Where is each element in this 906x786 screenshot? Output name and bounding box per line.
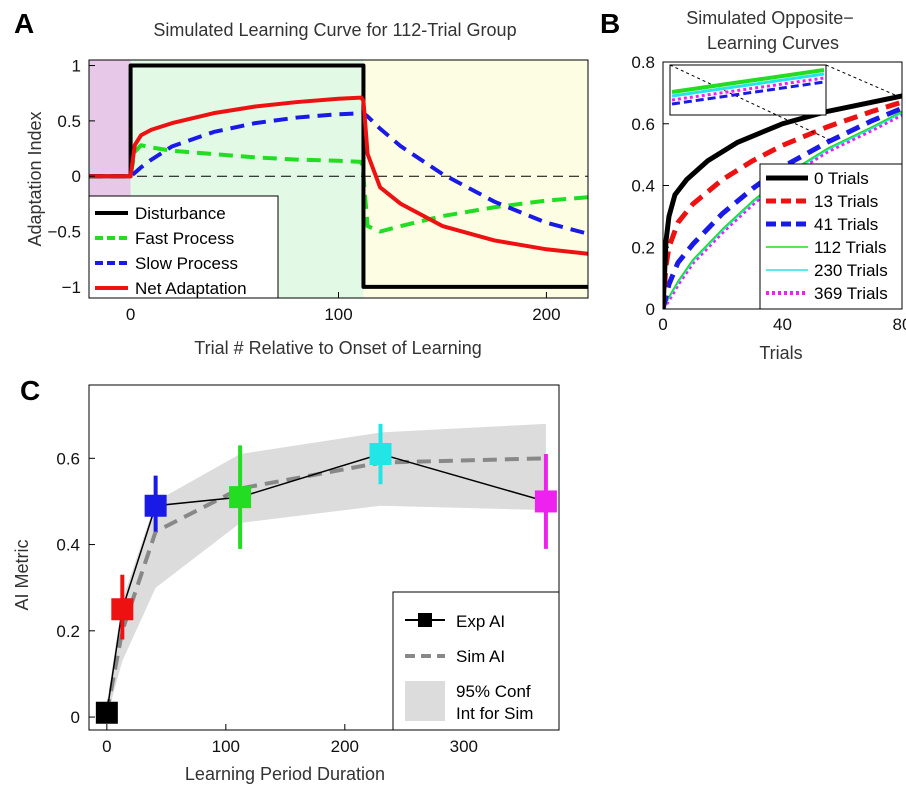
- series-41-trials: [663, 106, 902, 309]
- legend-label-sim-ai: Sim AI: [456, 647, 505, 666]
- y-tick-label: 0.8: [631, 53, 655, 72]
- exp-ai-point: [229, 486, 252, 509]
- y-tick-label: −1: [62, 278, 81, 297]
- inset-curve: [671, 76, 825, 102]
- y-tick-label: 0: [71, 708, 80, 727]
- legend-label-slow-process: Slow Process: [135, 254, 238, 273]
- exp-ai-point: [369, 443, 392, 465]
- panel-c-frame: [88, 384, 560, 731]
- x-tick-label: 200: [532, 305, 560, 324]
- x-tick-label: 100: [324, 305, 352, 324]
- x-tick-label: 100: [212, 737, 240, 756]
- y-tick-label: 0.2: [631, 238, 655, 257]
- y-tick-label: 0: [72, 167, 81, 186]
- series-13-trials: [663, 99, 902, 309]
- panel-label-c: C: [20, 375, 40, 406]
- panel-a-ylabel: Adaptation Index: [25, 111, 45, 246]
- panel-b-series: [663, 93, 902, 309]
- panel-b-title-line-1: Simulated Opposite−: [686, 8, 854, 28]
- panel-a: A Simulated Learning Curve for 112-Trial…: [14, 8, 589, 358]
- panel-b-inset: [669, 64, 903, 141]
- legend-label-disturbance: Disturbance: [135, 204, 226, 223]
- panel-a-series: [89, 63, 588, 289]
- exp-ai-point: [95, 701, 118, 724]
- inset-curve: [671, 68, 825, 94]
- y-tick-label: −0.5: [47, 223, 81, 242]
- x-tick-label: 40: [773, 315, 792, 334]
- legend-label-112-trials: 112 Trials: [814, 238, 886, 257]
- inset-connector: [825, 64, 903, 99]
- panel-b: B Simulated Opposite− Learning Curves 0 4…: [600, 8, 906, 363]
- y-tick-label: 0.5: [57, 112, 81, 131]
- panel-a-ticks: 0 100 200 1 0.5 0 −0.5 −1: [47, 57, 560, 324]
- legend-label-conf-line-2: Int for Sim: [456, 704, 533, 723]
- exp-ai-point: [144, 494, 167, 517]
- exp-ai-point: [534, 490, 557, 513]
- panel-label-a: A: [14, 8, 34, 39]
- panel-a-legend: Disturbance Fast Process Slow Process Ne…: [88, 195, 279, 299]
- panel-b-ticks: 0 40 80 0 0.2 0.4 0.6 0.8: [631, 53, 906, 334]
- x-tick-label: 200: [331, 737, 359, 756]
- y-tick-label: 0.6: [56, 449, 80, 468]
- panel-label-b: B: [600, 8, 620, 39]
- y-tick-label: 0.4: [631, 177, 655, 196]
- x-tick-label: 80: [893, 315, 906, 334]
- x-tick-label: 0: [102, 737, 111, 756]
- series-112-trials: [663, 110, 902, 309]
- series-exp-ai: [106, 453, 547, 713]
- y-tick-label: 0.2: [56, 622, 80, 641]
- series-net-adaptation: [89, 95, 588, 256]
- panel-c-ticks: 0 100 200 300 0 0.2 0.4 0.6: [56, 449, 478, 756]
- x-tick-label: 0: [126, 305, 135, 324]
- series-369-trials: [663, 112, 902, 309]
- legend-swatch-exp-ai-marker: [418, 613, 432, 627]
- x-tick-label: 0: [658, 315, 667, 334]
- panel-a-xlabel: Trial # Relative to Onset of Learning: [194, 338, 481, 358]
- panel-c-xlabel: Learning Period Duration: [185, 764, 385, 784]
- panel-c: C 0 100 200 300 0 0.2 0.4 0.6 Learning Period D…: [12, 375, 560, 784]
- y-tick-label: 0: [646, 300, 655, 319]
- confidence-band: [106, 423, 546, 718]
- panel-b-legend-box: [759, 163, 903, 310]
- panel-c-legend: Exp AI Sim AI 95% Conf Int for Sim: [392, 591, 560, 731]
- series-fast-process: [89, 143, 588, 234]
- legend-label-13-trials: 13 Trials: [814, 192, 878, 211]
- panel-c-series: [95, 423, 557, 724]
- legend-label-369-trials: 369 Trials: [814, 284, 888, 303]
- series-230-trials: [663, 112, 902, 309]
- panel-b-title-line-2: Learning Curves: [707, 33, 839, 53]
- exp-ai-point: [111, 598, 134, 621]
- panel-b-legend: 0 Trials 13 Trials 41 Trials 112 Trials …: [759, 163, 903, 310]
- legend-label-41-trials: 41 Trials: [814, 215, 878, 234]
- y-tick-label: 0.6: [631, 115, 655, 134]
- legend-label-conf-line-1: 95% Conf: [456, 682, 531, 701]
- inset-curve: [671, 80, 825, 106]
- series-0-trials: [663, 93, 902, 309]
- series-slow-process: [89, 111, 588, 236]
- y-tick-label: 0.4: [56, 536, 80, 555]
- y-tick-label: 1: [72, 57, 81, 76]
- legend-label-exp-ai: Exp AI: [456, 612, 505, 631]
- panel-b-xlabel: Trials: [759, 343, 802, 363]
- inset-curve: [671, 72, 825, 98]
- panel-c-ylabel: AI Metric: [12, 539, 32, 610]
- legend-label-0-trials: 0 Trials: [814, 169, 869, 188]
- panel-a-title: Simulated Learning Curve for 112-Trial G…: [153, 20, 516, 40]
- legend-label-fast-process: Fast Process: [135, 229, 234, 248]
- legend-label-net-adaptation: Net Adaptation: [135, 279, 247, 298]
- panel-c-band: [106, 423, 546, 718]
- x-tick-label: 300: [450, 737, 478, 756]
- legend-swatch-conf-band: [405, 681, 445, 721]
- region-opposite: [363, 60, 588, 298]
- legend-label-230-trials: 230 Trials: [814, 261, 888, 280]
